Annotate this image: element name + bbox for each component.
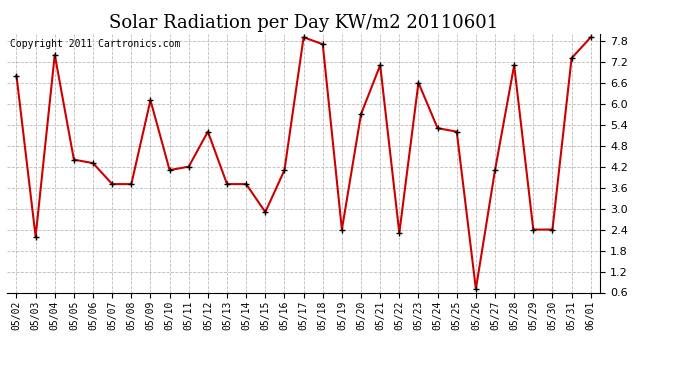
Title: Solar Radiation per Day KW/m2 20110601: Solar Radiation per Day KW/m2 20110601: [109, 14, 498, 32]
Text: Copyright 2011 Cartronics.com: Copyright 2011 Cartronics.com: [10, 39, 180, 49]
